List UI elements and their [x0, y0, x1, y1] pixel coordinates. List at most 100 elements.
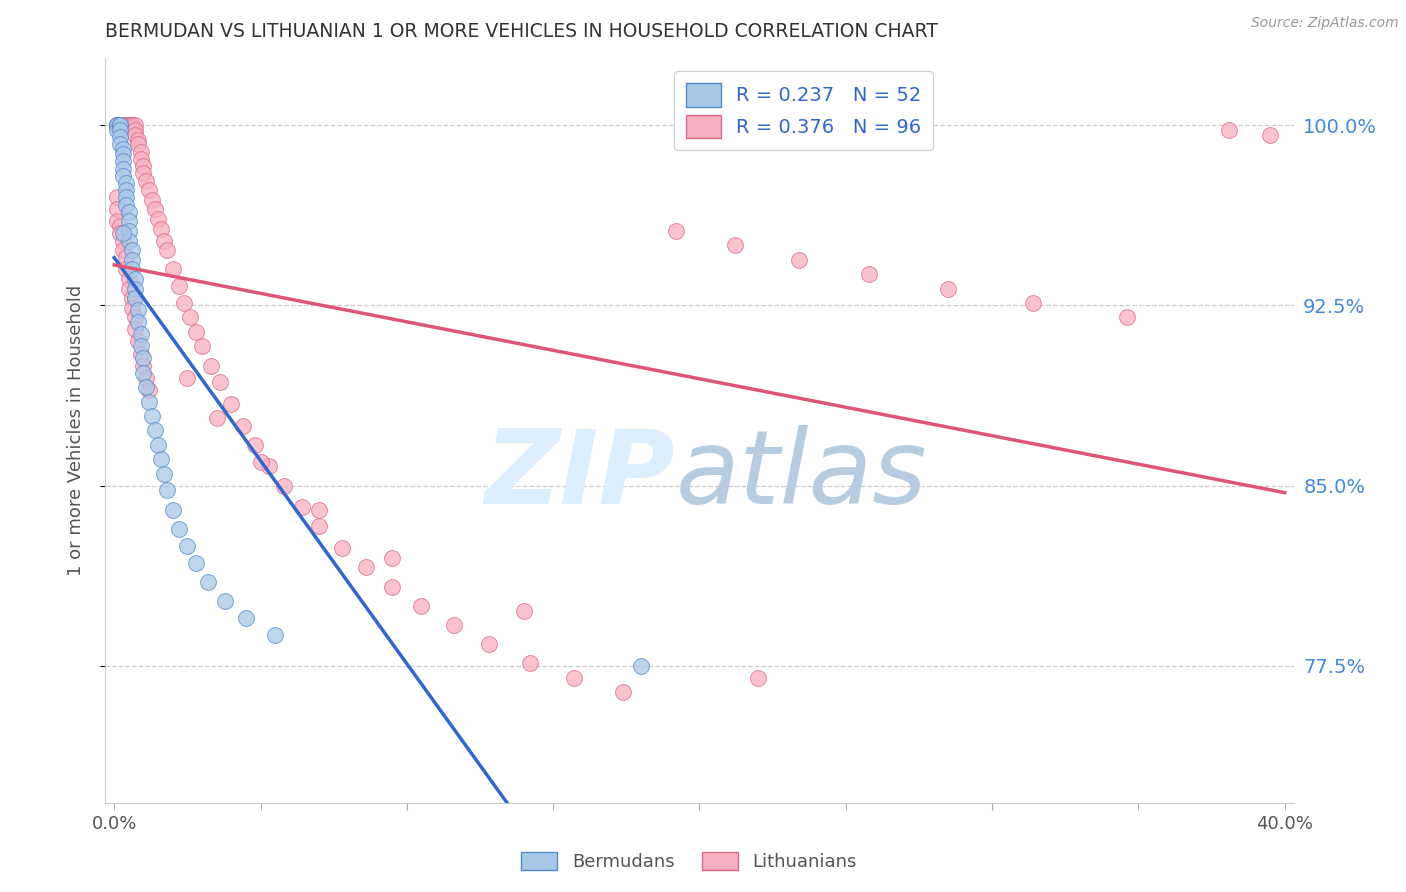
Point [132, 351, 155, 366]
Point [519, 657, 541, 671]
Point [108, 118, 131, 132]
Point [200, 359, 222, 373]
Point [118, 234, 141, 248]
Point [141, 409, 163, 423]
Point [135, 380, 157, 394]
Text: Source: ZipAtlas.com: Source: ZipAtlas.com [1251, 16, 1399, 30]
Point [108, 123, 131, 137]
Point [111, 118, 134, 132]
Point [105, 118, 128, 132]
Text: ZIP: ZIP [485, 425, 676, 525]
Point [132, 166, 155, 180]
Point [273, 478, 295, 492]
Point [132, 159, 155, 173]
Point [205, 411, 228, 425]
Point [115, 183, 138, 197]
Point [630, 658, 652, 673]
Point [121, 118, 143, 132]
Point [105, 118, 128, 132]
Point [146, 438, 169, 452]
Legend: R = 0.237   N = 52, R = 0.376   N = 96: R = 0.237 N = 52, R = 0.376 N = 96 [675, 71, 934, 150]
Point [111, 147, 134, 161]
Point [111, 118, 134, 132]
Point [115, 118, 138, 132]
Point [124, 310, 146, 325]
Point [118, 118, 141, 132]
Point [513, 604, 536, 618]
Point [135, 173, 157, 187]
Point [124, 118, 146, 132]
Point [243, 438, 266, 452]
Point [129, 145, 152, 159]
Point [146, 211, 169, 226]
Point [121, 118, 143, 132]
Point [290, 500, 312, 515]
Point [354, 560, 377, 574]
Point [308, 502, 330, 516]
Point [124, 282, 146, 296]
Point [235, 611, 257, 625]
Point [153, 467, 176, 481]
Point [108, 118, 131, 132]
Point [105, 123, 128, 137]
Point [191, 339, 214, 353]
Point [1218, 123, 1240, 137]
Point [121, 291, 143, 305]
Point [478, 637, 501, 651]
Point [129, 327, 152, 342]
Point [308, 519, 330, 533]
Point [118, 118, 141, 132]
Point [858, 267, 880, 281]
Point [127, 334, 149, 349]
Point [108, 130, 131, 145]
Point [167, 279, 190, 293]
Point [118, 214, 141, 228]
Point [787, 252, 810, 267]
Point [162, 502, 184, 516]
Point [108, 118, 131, 132]
Point [105, 190, 128, 204]
Point [124, 272, 146, 286]
Point [1022, 296, 1045, 310]
Point [105, 118, 128, 132]
Point [259, 459, 281, 474]
Point [167, 522, 190, 536]
Point [124, 123, 146, 137]
Point [156, 243, 179, 257]
Point [124, 291, 146, 305]
Point [111, 169, 134, 183]
Point [138, 394, 160, 409]
Point [115, 251, 138, 265]
Point [105, 118, 128, 132]
Point [115, 118, 138, 132]
Point [115, 118, 138, 132]
Point [219, 397, 242, 411]
Point [108, 118, 131, 132]
Point [141, 193, 163, 207]
Point [156, 483, 179, 498]
Point [332, 541, 354, 555]
Point [1258, 128, 1281, 142]
Point [723, 238, 745, 252]
Point [1115, 310, 1137, 325]
Point [111, 118, 134, 132]
Point [562, 671, 585, 685]
Point [129, 152, 152, 166]
Point [138, 383, 160, 397]
Point [111, 142, 134, 156]
Point [129, 346, 152, 360]
Point [111, 243, 134, 257]
Point [108, 118, 131, 132]
Y-axis label: 1 or more Vehicles in Household: 1 or more Vehicles in Household [66, 285, 84, 576]
Point [121, 262, 143, 277]
Point [127, 315, 149, 329]
Point [105, 202, 128, 217]
Point [108, 137, 131, 152]
Point [208, 376, 231, 390]
Point [127, 137, 149, 152]
Point [118, 118, 141, 132]
Point [612, 685, 634, 699]
Point [111, 161, 134, 176]
Point [118, 118, 141, 132]
Point [121, 252, 143, 267]
